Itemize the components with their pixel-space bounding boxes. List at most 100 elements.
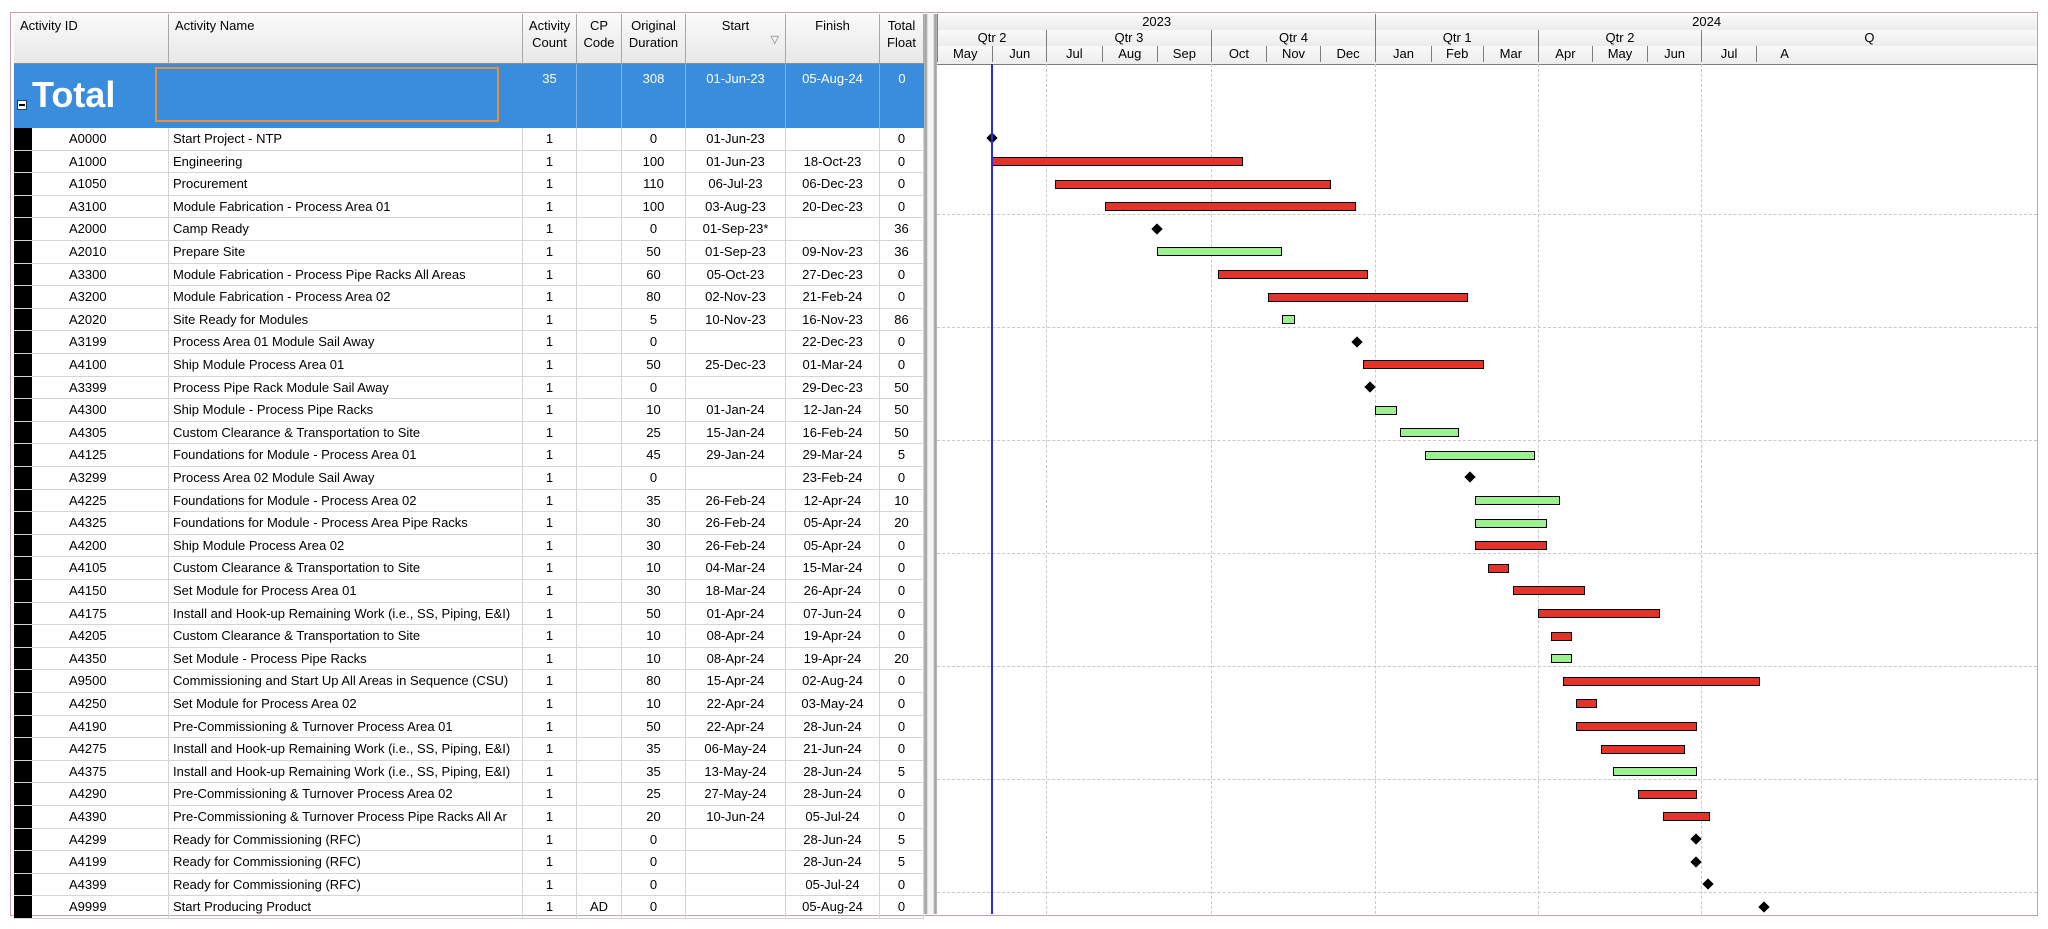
activity-id-cell[interactable]: A1050 xyxy=(32,173,169,195)
cp-code-cell[interactable] xyxy=(577,580,622,602)
column-header-start[interactable]: Start ▽ xyxy=(686,14,786,64)
start-date-cell[interactable]: 26-Feb-24 xyxy=(686,489,786,512)
total-float-cell[interactable]: 0 xyxy=(880,873,924,896)
activity-name-cell[interactable]: Pre-Commissioning & Turnover Process Are… xyxy=(169,783,523,805)
cp-code-cell[interactable] xyxy=(577,331,622,353)
table-row[interactable]: A4190 Pre-Commissioning & Turnover Proces… xyxy=(14,715,924,739)
start-date-cell[interactable]: 27-May-24 xyxy=(686,783,786,805)
original-duration-cell[interactable]: 0 xyxy=(622,896,686,918)
original-duration-cell[interactable]: 30 xyxy=(622,512,686,534)
activity-count-cell[interactable]: 1 xyxy=(523,376,577,399)
activity-count-cell[interactable]: 1 xyxy=(523,738,577,760)
start-date-cell[interactable]: 25-Dec-23 xyxy=(686,354,786,376)
cp-code-cell[interactable] xyxy=(577,670,622,692)
activity-name-cell[interactable]: Commissioning and Start Up All Areas in … xyxy=(169,670,523,692)
cp-code-cell[interactable] xyxy=(577,625,622,647)
total-float-cell[interactable]: 0 xyxy=(880,806,924,828)
start-date-cell[interactable]: 10-Nov-23 xyxy=(686,308,786,331)
finish-date-cell[interactable] xyxy=(786,128,880,150)
total-float-cell[interactable]: 36 xyxy=(880,241,924,263)
activity-count-cell[interactable]: 1 xyxy=(523,896,577,918)
noncritical-activity-bar[interactable] xyxy=(1157,247,1283,257)
table-row[interactable]: A9999 Start Producing Product 1 AD 0 05-Aug-2… xyxy=(14,896,924,919)
start-date-cell[interactable] xyxy=(686,331,786,353)
column-header-activity-name[interactable]: Activity Name xyxy=(169,14,523,64)
cp-code-cell[interactable] xyxy=(577,128,622,150)
activity-id-cell[interactable]: A3300 xyxy=(32,263,169,286)
activity-count-cell[interactable]: 1 xyxy=(523,263,577,286)
critical-activity-bar[interactable] xyxy=(1663,812,1710,822)
cp-code-cell[interactable] xyxy=(577,218,622,240)
total-float-cell[interactable]: 0 xyxy=(880,263,924,286)
activity-count-cell[interactable]: 1 xyxy=(523,218,577,240)
activity-id-cell[interactable]: A2000 xyxy=(32,218,169,240)
activity-id-cell[interactable]: A4150 xyxy=(32,580,169,602)
total-float-cell[interactable]: 50 xyxy=(880,376,924,399)
cp-code-cell[interactable] xyxy=(577,467,622,489)
activity-name-cell[interactable]: Ship Module Process Area 01 xyxy=(169,354,523,376)
activity-id-cell[interactable]: A4190 xyxy=(32,715,169,738)
noncritical-activity-bar[interactable] xyxy=(1282,315,1295,325)
cp-code-cell[interactable] xyxy=(577,715,622,738)
milestone-diamond[interactable] xyxy=(1364,381,1376,393)
original-duration-cell[interactable]: 60 xyxy=(622,263,686,286)
total-float-cell[interactable]: 0 xyxy=(880,557,924,579)
critical-activity-bar[interactable] xyxy=(1600,744,1685,754)
activity-name-cell[interactable]: Module Fabrication - Process Area 01 xyxy=(169,195,523,218)
total-float-cell[interactable]: 0 xyxy=(880,534,924,557)
collapse-toggle-icon[interactable] xyxy=(17,100,27,110)
original-duration-cell[interactable]: 0 xyxy=(622,873,686,896)
activity-name-cell[interactable]: Ready for Commissioning (RFC) xyxy=(169,851,523,873)
table-row[interactable]: A4225 Foundations for Module - Process Ar… xyxy=(14,489,924,513)
activity-id-cell[interactable]: A9999 xyxy=(32,896,169,918)
activity-name-cell[interactable]: Foundations for Module - Process Area Pi… xyxy=(169,512,523,534)
total-float-cell[interactable]: 0 xyxy=(880,354,924,376)
pane-splitter[interactable] xyxy=(924,14,937,914)
total-float-cell[interactable]: 86 xyxy=(880,308,924,331)
activity-count-cell[interactable]: 1 xyxy=(523,647,577,670)
activity-name-cell[interactable]: Module Fabrication - Process Area 02 xyxy=(169,286,523,308)
table-row[interactable]: A3299 Process Area 02 Module Sail Away 1 0 2… xyxy=(14,467,924,490)
activity-name-cell[interactable]: Foundations for Module - Process Area 02 xyxy=(169,489,523,512)
start-date-cell[interactable] xyxy=(686,851,786,873)
activity-id-cell[interactable]: A4399 xyxy=(32,873,169,896)
original-duration-cell[interactable]: 50 xyxy=(622,715,686,738)
cp-code-cell[interactable] xyxy=(577,760,622,783)
table-row[interactable]: A4390 Pre-Commissioning & Turnover Proces… xyxy=(14,806,924,829)
total-float-cell[interactable]: 20 xyxy=(880,512,924,534)
total-float-cell[interactable]: 5 xyxy=(880,828,924,851)
activity-id-cell[interactable]: A4105 xyxy=(32,557,169,579)
activity-count-cell[interactable]: 1 xyxy=(523,195,577,218)
activity-id-cell[interactable]: A4390 xyxy=(32,806,169,828)
start-date-cell[interactable]: 01-Apr-24 xyxy=(686,602,786,625)
activity-id-cell[interactable]: A4300 xyxy=(32,399,169,421)
finish-date-cell[interactable]: 19-Apr-24 xyxy=(786,647,880,670)
finish-date-cell[interactable]: 05-Aug-24 xyxy=(786,896,880,918)
activity-count-cell[interactable]: 1 xyxy=(523,625,577,647)
activity-count-cell[interactable]: 1 xyxy=(523,715,577,738)
finish-date-cell[interactable]: 15-Mar-24 xyxy=(786,557,880,579)
table-row[interactable]: A1050 Procurement 1 110 06-Jul-23 06-Dec-23 0 xyxy=(14,173,924,196)
start-date-cell[interactable]: 29-Jan-24 xyxy=(686,444,786,466)
milestone-diamond[interactable] xyxy=(1689,855,1702,868)
activity-count-cell[interactable]: 1 xyxy=(523,534,577,557)
table-row[interactable]: A4325 Foundations for Module - Process Ar… xyxy=(14,512,924,535)
original-duration-cell[interactable]: 35 xyxy=(622,760,686,783)
milestone-diamond[interactable] xyxy=(1351,336,1364,348)
activity-name-cell[interactable]: Process Area 01 Module Sail Away xyxy=(169,331,523,353)
activity-name-cell[interactable]: Pre-Commissioning & Turnover Process Pip… xyxy=(169,806,523,828)
original-duration-cell[interactable]: 45 xyxy=(622,444,686,466)
table-row[interactable]: A4200 Ship Module Process Area 02 1 30 26-Fe… xyxy=(14,534,924,558)
cp-code-cell[interactable] xyxy=(577,557,622,579)
original-duration-cell[interactable]: 110 xyxy=(622,173,686,195)
milestone-diamond[interactable] xyxy=(1689,833,1702,845)
original-duration-cell[interactable]: 100 xyxy=(622,150,686,173)
activity-name-cell[interactable]: Set Module - Process Pipe Racks xyxy=(169,647,523,670)
activity-id-cell[interactable]: A4350 xyxy=(32,647,169,670)
table-row[interactable]: A2010 Prepare Site 1 50 01-Sep-23 09-Nov-23 36 xyxy=(14,241,924,264)
activity-count-cell[interactable]: 1 xyxy=(523,783,577,805)
activity-count-cell[interactable]: 1 xyxy=(523,602,577,625)
original-duration-cell[interactable]: 0 xyxy=(622,128,686,150)
finish-date-cell[interactable] xyxy=(786,218,880,240)
activity-id-cell[interactable]: A4275 xyxy=(32,738,169,760)
